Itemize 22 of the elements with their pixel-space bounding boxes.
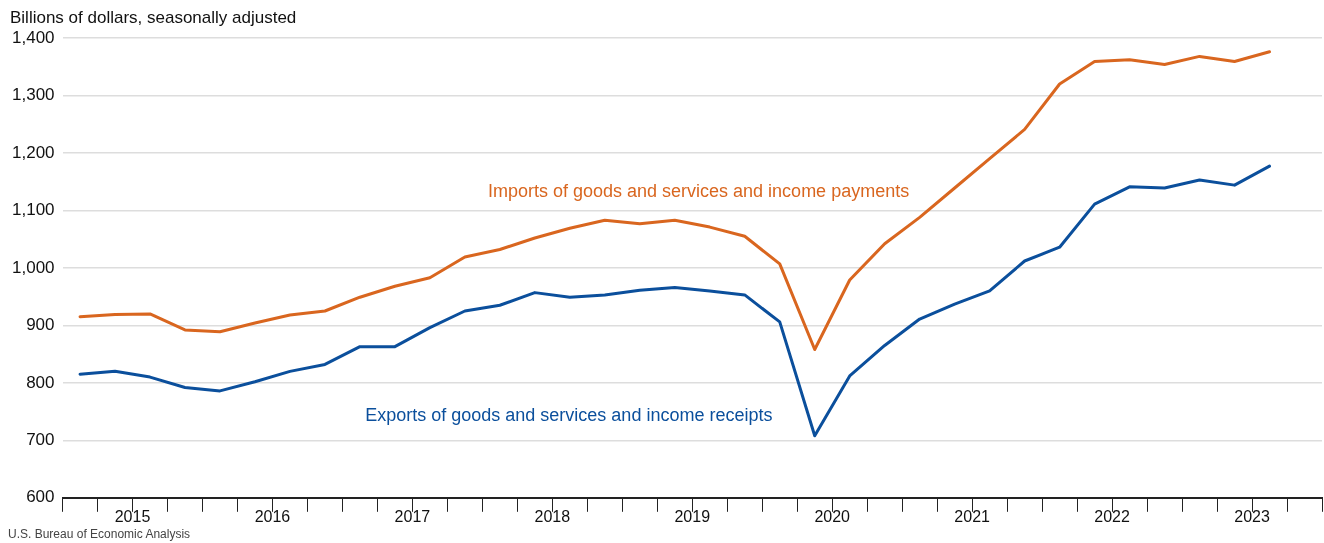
y-tick-label: 600 [26, 487, 55, 507]
y-tick-label: 1,200 [11, 142, 55, 162]
series-label: Exports of goods and services and income receipts [365, 405, 773, 426]
y-tick-label: 1,400 [11, 27, 55, 47]
y-tick-label: 700 [26, 430, 55, 450]
y-tick-label: 800 [26, 372, 55, 392]
x-tick-label: 2019 [674, 507, 711, 525]
x-tick-label: 2021 [954, 507, 991, 525]
y-tick-label: 1,000 [11, 257, 55, 277]
x-tick-label: 2022 [1094, 507, 1130, 525]
x-tick-label: 2016 [254, 507, 291, 525]
x-tick-label: 2015 [114, 507, 151, 525]
text: U.S. Bureau of Economic Analysis [8, 527, 191, 541]
x-tick-label: 2020 [814, 507, 851, 525]
y-axis-title: Billions of dollars, seasonally adjusted [10, 8, 297, 28]
series-label: Imports of goods and services and income payments [487, 181, 910, 201]
x-tick-label: 2018 [534, 507, 571, 525]
y-tick-label: 1,300 [11, 85, 55, 105]
y-tick-label: 900 [26, 315, 55, 335]
x-tick-label: 2017 [394, 507, 431, 525]
x-tick-label: 2023 [1234, 507, 1270, 525]
y-tick-label: 1,100 [11, 200, 55, 220]
